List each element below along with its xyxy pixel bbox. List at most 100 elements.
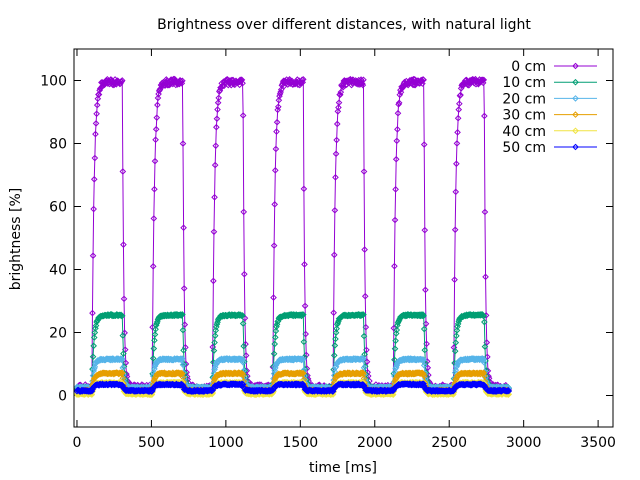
data-point	[120, 295, 128, 303]
data-point	[89, 353, 97, 361]
x-tick-label: 2000	[357, 435, 393, 451]
data-point	[150, 369, 158, 377]
series-0-cm	[73, 75, 513, 394]
data-point	[118, 312, 126, 320]
data-point	[152, 136, 159, 144]
data-point	[301, 261, 308, 268]
y-tick-label: 100	[40, 74, 67, 90]
data-point	[394, 109, 402, 117]
data-point	[332, 150, 340, 158]
data-point	[239, 359, 247, 366]
data-point	[480, 369, 488, 377]
data-point	[480, 76, 488, 84]
data-point	[119, 168, 127, 175]
y-tick-label: 80	[49, 137, 67, 153]
data-point	[179, 311, 186, 318]
data-point	[482, 273, 489, 281]
legend-marker	[572, 111, 579, 118]
data-point	[391, 216, 399, 224]
data-point	[453, 140, 461, 147]
legend-label: 10 cm	[502, 75, 546, 91]
data-point	[420, 325, 428, 333]
data-point	[358, 80, 366, 87]
data-point	[391, 345, 399, 353]
data-point	[451, 226, 459, 234]
x-tick-label: 2500	[431, 435, 467, 451]
data-point	[393, 137, 401, 145]
x-tick-label: 3000	[506, 435, 542, 451]
y-tick-label: 20	[49, 326, 67, 342]
series-line	[76, 77, 509, 393]
data-point	[454, 114, 462, 122]
data-point	[360, 311, 367, 318]
data-point	[298, 76, 306, 84]
data-point	[455, 106, 463, 113]
data-point	[239, 370, 246, 378]
legend-label: 40 cm	[502, 124, 546, 140]
data-point	[214, 99, 222, 107]
data-point	[360, 168, 368, 175]
data-point	[150, 215, 158, 222]
y-tick-label: 60	[49, 200, 67, 216]
x-tick-label: 1500	[283, 435, 319, 451]
series-line	[76, 313, 510, 390]
plot-border	[73, 48, 614, 428]
data-point	[180, 347, 187, 354]
data-point	[301, 302, 309, 310]
data-point	[420, 370, 427, 378]
data-point	[271, 201, 279, 208]
data-point	[215, 94, 223, 102]
data-point	[360, 364, 368, 372]
data-point	[91, 329, 99, 336]
data-point	[420, 372, 428, 380]
data-point	[239, 112, 247, 119]
data-point	[334, 108, 342, 115]
data-point	[239, 79, 246, 87]
legend-label: 30 cm	[502, 108, 546, 124]
data-point	[180, 285, 188, 292]
data-point	[333, 136, 340, 144]
data-point	[453, 332, 460, 340]
data-point	[452, 188, 460, 196]
data-point	[275, 96, 283, 104]
data-point	[394, 126, 401, 133]
data-point	[118, 77, 126, 84]
data-point	[239, 320, 247, 327]
data-point	[151, 157, 159, 165]
data-point	[179, 355, 186, 362]
data-point	[151, 331, 159, 338]
data-point	[211, 161, 219, 169]
data-point	[179, 77, 186, 85]
data-point	[274, 106, 281, 114]
legend-label: 20 cm	[502, 91, 546, 107]
data-point	[339, 83, 347, 91]
legend-marker	[572, 62, 579, 70]
data-point	[361, 292, 369, 300]
data-point	[481, 359, 488, 367]
data-point	[271, 167, 279, 174]
data-point	[270, 294, 277, 301]
data-point	[299, 356, 307, 363]
data-point	[89, 252, 97, 260]
data-point	[211, 332, 219, 340]
data-point	[272, 145, 280, 153]
data-point	[391, 356, 398, 364]
data-point	[91, 363, 99, 371]
plot-area	[73, 75, 513, 399]
data-point	[149, 263, 157, 270]
data-point	[481, 343, 489, 350]
data-point	[392, 155, 400, 163]
data-point	[239, 356, 246, 363]
data-point	[154, 101, 161, 109]
data-point	[210, 228, 218, 236]
data-point	[300, 338, 308, 346]
x-tick-label: 500	[138, 435, 165, 451]
data-point	[270, 242, 278, 249]
data-point	[118, 355, 126, 363]
y-tick-label: 40	[49, 263, 67, 279]
data-point	[120, 241, 127, 248]
data-point	[240, 342, 248, 350]
legend-marker	[572, 127, 579, 135]
